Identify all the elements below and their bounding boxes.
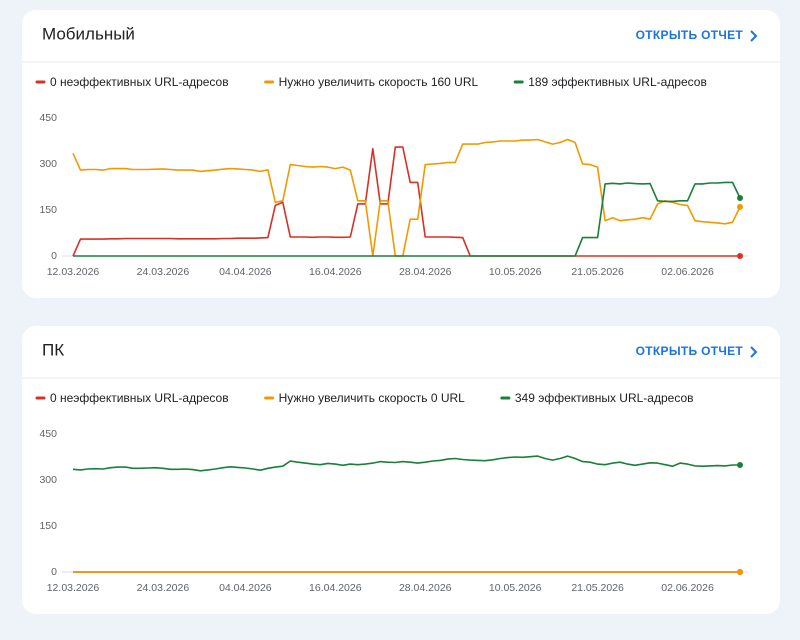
y-tick-label: 450 xyxy=(39,112,57,124)
x-tick-label: 21.05.2026 xyxy=(571,266,624,278)
x-tick-label: 16.04.2026 xyxy=(309,266,362,278)
chevron-icon[interactable] xyxy=(750,346,758,358)
card-title: ПК xyxy=(42,340,64,359)
chevron-icon[interactable] xyxy=(750,30,758,42)
end-point xyxy=(737,253,743,259)
open-report-link[interactable]: ОТКРЫТЬ ОТЧЕТ xyxy=(636,344,744,358)
end-point xyxy=(737,195,743,202)
x-tick-label: 21.05.2026 xyxy=(571,582,624,594)
card-background xyxy=(22,326,780,614)
y-tick-label: 450 xyxy=(39,428,57,440)
y-tick-label: 300 xyxy=(39,158,57,170)
x-tick-label: 16.04.2026 xyxy=(309,582,362,594)
x-tick-label: 02.06.2026 xyxy=(661,266,714,278)
legend-label: 349 эффективных URL-адресов xyxy=(515,391,694,405)
legend-label: 0 неэффективных URL-адресов xyxy=(50,391,229,405)
end-point xyxy=(737,203,743,210)
legend-label: Нужно увеличить скорость 0 URL xyxy=(279,391,466,405)
x-tick-label: 24.03.2026 xyxy=(137,266,190,278)
series-line xyxy=(72,455,740,472)
x-tick-label: 28.04.2026 xyxy=(399,582,452,594)
x-tick-label: 24.03.2026 xyxy=(137,582,190,594)
y-tick-label: 150 xyxy=(39,204,57,216)
x-tick-label: 12.03.2026 xyxy=(47,582,100,594)
y-tick-label: 0 xyxy=(51,250,57,262)
end-point xyxy=(737,461,743,468)
x-tick-label: 12.03.2026 xyxy=(47,266,100,278)
x-tick-label: 04.04.2026 xyxy=(219,266,272,278)
legend-label: 0 неэффективных URL-адресов xyxy=(50,75,229,89)
y-tick-label: 150 xyxy=(39,520,57,532)
series-line xyxy=(72,138,741,257)
y-tick-label: 300 xyxy=(39,474,57,486)
x-tick-label: 04.04.2026 xyxy=(219,582,272,594)
x-tick-label: 10.05.2026 xyxy=(489,266,542,278)
card: Мобильный ОТКРЫТЬ ОТЧЕТ xyxy=(22,10,780,298)
end-point xyxy=(737,569,743,575)
open-report-link[interactable]: ОТКРЫТЬ ОТЧЕТ xyxy=(636,28,744,42)
x-tick-label: 28.04.2026 xyxy=(399,266,452,278)
series-line xyxy=(72,146,740,257)
y-tick-label: 0 xyxy=(51,566,57,578)
x-tick-label: 02.06.2026 xyxy=(661,582,714,594)
card-title: Мобильный xyxy=(42,24,135,43)
card-background xyxy=(22,10,780,298)
legend-label: Нужно увеличить скорость 160 URL xyxy=(279,75,479,89)
card: ПК ОТКРЫТЬ ОТЧЕТ xyxy=(22,326,780,614)
series-line xyxy=(73,181,741,257)
x-tick-label: 10.05.2026 xyxy=(489,582,542,594)
legend-label: 189 эффективных URL-адресов xyxy=(528,75,707,89)
